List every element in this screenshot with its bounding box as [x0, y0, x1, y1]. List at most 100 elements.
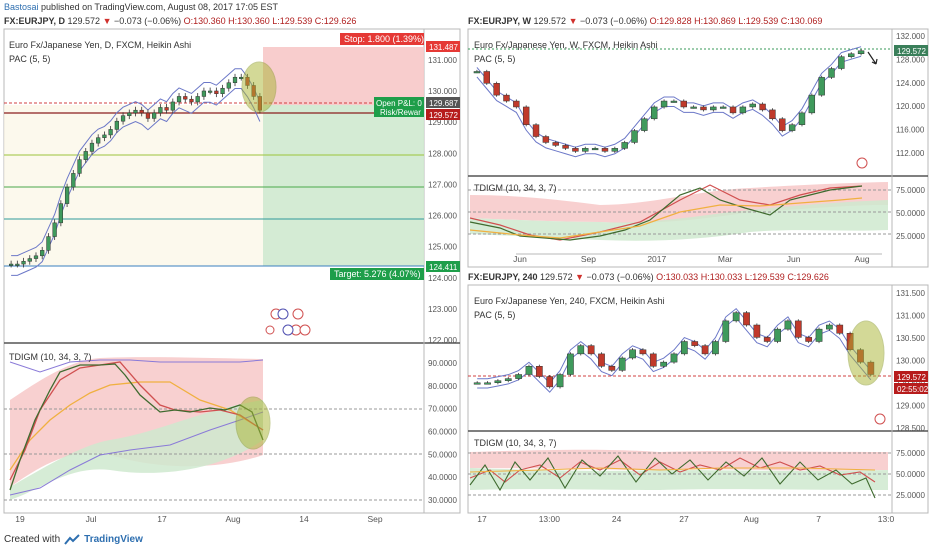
pac-upper-line — [477, 307, 872, 384]
h4-osc-axis[interactable]: 75.0000 50.0000 25.0000 — [896, 449, 925, 500]
y-tick-label: 130.000 — [896, 357, 925, 366]
candle-up — [577, 345, 585, 355]
candle-down — [552, 142, 559, 146]
pac-lower-line — [11, 88, 261, 276]
tradingview-brand[interactable]: TradingView — [84, 534, 143, 545]
x-tick-label: 13:00 — [539, 514, 561, 524]
h4-price-tag — [894, 371, 928, 382]
down-arrow-icon: ▼ — [102, 16, 112, 26]
candle-down — [794, 320, 802, 338]
h4-time-axis[interactable]: 17 13:00 24 27 Aug 7 13:0 — [477, 512, 906, 524]
candle-down — [649, 353, 657, 367]
x-tick-label: 7 — [816, 514, 821, 524]
candle-down — [493, 83, 500, 96]
daily-osc-axis[interactable]: 90.0000 80.0000 70.0000 60.0000 50.0000 40.00… — [428, 359, 457, 505]
y-tick-label: 120.000 — [896, 102, 925, 111]
weekly-symbol[interactable]: FX:EURJPY, W — [468, 16, 532, 26]
candle-down — [562, 145, 569, 149]
candle-down — [700, 106, 707, 111]
y-tick-label: 123.000 — [428, 305, 457, 314]
candle-up — [660, 100, 668, 108]
candle-up — [473, 382, 481, 385]
candle-up — [21, 261, 26, 265]
weekly-price-axis[interactable]: 132.000 128.000 124.000 120.000 116.000 112.0… — [896, 32, 925, 158]
weekly-osc-axis[interactable]: 75.0000 50.0000 25.0000 — [896, 186, 925, 241]
x-tick-label: Mar — [718, 254, 733, 264]
weekly-price-marker: 129.572 — [897, 47, 926, 56]
target-price: 124.411 — [429, 263, 458, 272]
y-tick-label: 90.0000 — [428, 359, 457, 368]
candle-down — [769, 109, 776, 120]
x-tick-label: 14 — [299, 514, 309, 524]
candle-up — [525, 366, 533, 375]
daily-change: −0.073 (−0.06%) — [114, 16, 182, 26]
h4-low: L:129.539 — [744, 272, 785, 282]
daily-time-axis[interactable]: 19 Jul 17 Aug 14 Sep — [15, 512, 395, 524]
weekly-legend-title: Euro Fx/Japanese Yen, W, FXCM, Heikin As… — [474, 40, 658, 50]
y-tick-label: 80.0000 — [428, 382, 457, 391]
daily-event-markers[interactable] — [265, 308, 311, 336]
y-tick-label: 130.000 — [428, 87, 457, 96]
stop-price-tag — [426, 41, 460, 52]
candle-up — [739, 106, 747, 114]
candle-down — [779, 118, 786, 131]
stop-label: Stop: 1.800 (1.39%) — [344, 34, 424, 44]
x-tick-label: 17 — [157, 514, 167, 524]
x-tick-label: Aug — [854, 254, 869, 264]
candle-down — [753, 324, 761, 338]
daily-open: O:130.360 — [183, 16, 226, 26]
candle-up — [102, 134, 107, 138]
y-tick-label: 132.000 — [896, 32, 925, 41]
candle-up — [611, 148, 619, 152]
candle-up — [232, 76, 238, 83]
candle-up — [848, 53, 855, 57]
h4-price-marker: 129.572 — [897, 373, 926, 382]
y-tick-label: 126.000 — [428, 212, 457, 221]
candle-up — [15, 263, 20, 266]
candle-up — [808, 94, 816, 114]
author-link[interactable]: Bastosai — [4, 2, 39, 12]
y-tick-label: 75.0000 — [896, 449, 925, 458]
candle-up — [651, 106, 658, 120]
candle-down — [139, 109, 144, 114]
weekly-event-marker[interactable] — [856, 157, 868, 169]
weekly-time-axis[interactable]: Jun Sep 2017 Mar Jun Aug — [513, 253, 882, 264]
candle-up — [220, 87, 225, 94]
candle-down — [759, 103, 766, 111]
y-tick-label: 127.000 — [428, 180, 457, 189]
daily-price-axis[interactable]: 131.000 130.000 129.000 128.000 127.000 126.0… — [428, 56, 457, 345]
candle-down — [535, 366, 543, 377]
daily-legend-title: Euro Fx/Japanese Yen, D, FXCM, Heikin As… — [9, 40, 191, 50]
weekly-high: H:130.869 — [694, 16, 736, 26]
y-tick-label: 30.0000 — [428, 496, 457, 505]
y-tick-label: 75.0000 — [896, 186, 925, 195]
candle-up — [89, 142, 95, 152]
candle-down — [601, 148, 609, 152]
h4-symbol[interactable]: FX:EURJPY, 240 — [468, 272, 538, 282]
x-tick-label: Jul — [86, 514, 97, 524]
candle-up — [641, 118, 648, 131]
candle-up — [58, 203, 63, 224]
h4-countdown: 02:55:02 — [897, 385, 929, 394]
weekly-low: L:129.539 — [738, 16, 779, 26]
down-arrow-icon: ▼ — [575, 272, 585, 282]
candle-up — [774, 328, 781, 342]
h4-close: C:129.626 — [787, 272, 829, 282]
y-tick-label: 50.0000 — [896, 209, 925, 218]
daily-osc-legend: TDIGM (10, 34, 3, 7) — [9, 352, 92, 362]
candle-up — [749, 103, 756, 108]
h4-legend-title: Euro Fx/Japanese Yen, 240, FXCM, Heikin … — [474, 296, 665, 306]
candle-up — [83, 151, 88, 160]
x-tick-label: Aug — [744, 514, 759, 524]
h4-change: −0.073 (−0.06%) — [586, 272, 654, 282]
candle-up — [681, 341, 688, 355]
h4-price: 129.572 — [540, 272, 573, 282]
h4-osc-legend: TDIGM (10, 34, 3, 7) — [474, 438, 557, 448]
pl-badge — [374, 97, 424, 117]
daily-symbol[interactable]: FX:EURJPY, D — [4, 16, 66, 26]
daily-osc-lower-band — [10, 400, 263, 500]
weekly-osc-legend: TDIGM (10, 34, 3, 7) — [474, 183, 557, 193]
candle-down — [763, 337, 771, 342]
y-tick-label: 128.000 — [428, 149, 457, 158]
h4-event-marker[interactable] — [874, 413, 886, 425]
